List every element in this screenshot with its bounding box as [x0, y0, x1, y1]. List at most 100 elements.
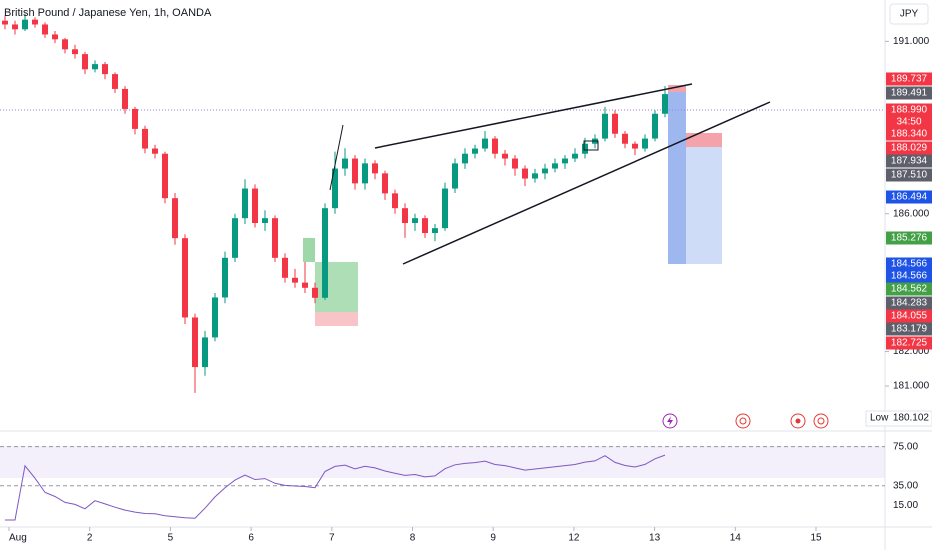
event-icon: [667, 416, 673, 426]
candle-body: [92, 64, 98, 70]
price-badge: [886, 296, 932, 310]
rsi-band: [0, 446, 885, 478]
candle-body: [302, 282, 308, 288]
price-countdown: 34:50: [896, 117, 921, 128]
candle-body: [472, 148, 478, 154]
event-icon[interactable]: [735, 413, 751, 429]
price-badge-label: 188.990: [891, 105, 928, 116]
y-tick-label: 186.000: [893, 208, 930, 219]
low-value: 180.102: [893, 413, 930, 424]
candle-body: [152, 148, 158, 154]
candles: [2, 13, 668, 393]
price-badge-label: 183.179: [891, 324, 928, 335]
candle-body: [342, 158, 348, 169]
long-target-zone: [315, 262, 358, 312]
price-badge-label: 187.510: [891, 170, 928, 181]
candle-body: [182, 238, 188, 318]
price-badge: [886, 282, 932, 296]
candle-body: [172, 198, 178, 239]
y-tick-label: 182.000: [893, 346, 930, 357]
candle-body: [512, 158, 518, 169]
candle-body: [312, 287, 318, 298]
price-badge-label: 184.283: [891, 298, 928, 309]
price-badge: [886, 168, 932, 182]
currency: JPY: [900, 9, 919, 20]
candle-body: [22, 19, 28, 30]
candle-body: [42, 24, 48, 35]
price-badge: [886, 103, 932, 130]
candle-body: [552, 163, 558, 169]
candle-body: [12, 24, 18, 30]
x-tick-label: 12: [568, 533, 580, 544]
candle-body: [252, 188, 258, 224]
y-tick-label: 191.000: [893, 36, 930, 47]
short-stop-zone: [668, 85, 686, 92]
price-badge: [886, 231, 932, 245]
candle-body: [32, 19, 38, 25]
candle-body: [262, 218, 268, 224]
chart-title: British Pound / Japanese Yen, 1h, OANDA: [4, 7, 212, 19]
candle-body: [272, 218, 278, 258]
x-tick-label: 8: [410, 533, 416, 544]
rsi-tick-label: 75.00: [893, 441, 918, 452]
x-tick-label: 9: [490, 533, 496, 544]
candle-body: [622, 133, 628, 144]
candle-body: [502, 153, 508, 159]
candle-body: [132, 108, 138, 129]
candle-body: [582, 143, 588, 154]
candle-body: [242, 188, 248, 219]
currency-button[interactable]: [889, 3, 929, 25]
candle-body: [632, 143, 638, 149]
range-box: [583, 140, 599, 151]
price-badge: [886, 257, 932, 271]
price-badge-label: 184.562: [891, 284, 928, 295]
event-icon: [739, 417, 747, 425]
candle-body: [662, 94, 668, 114]
candle-body: [282, 257, 288, 278]
candle-body: [192, 317, 198, 368]
candle-body: [122, 88, 128, 109]
price-badge-label: 184.566: [891, 259, 928, 270]
candle-body: [412, 218, 418, 224]
long-stop-zone: [315, 312, 358, 326]
candle-body: [232, 218, 238, 258]
candle-body: [382, 173, 388, 194]
candle-body: [452, 163, 458, 189]
candle-body: [362, 163, 368, 184]
candle-body: [162, 153, 168, 199]
event-icon: [817, 417, 825, 425]
price-badge: [886, 154, 932, 168]
candle-body: [102, 64, 108, 75]
low-badge: [865, 410, 932, 427]
trend-line: [329, 124, 344, 191]
event-icon[interactable]: [813, 413, 829, 429]
x-tick-label: 2: [87, 533, 93, 544]
candle-body: [222, 257, 228, 298]
candle-body: [332, 168, 338, 209]
candle-body: [352, 158, 358, 184]
candle-body: [422, 218, 428, 233]
candle-body: [612, 113, 618, 134]
price-badge: [886, 72, 932, 86]
candle-body: [62, 39, 68, 50]
x-tick-label: 15: [810, 533, 822, 544]
rsi-tick-label: 35.00: [893, 480, 918, 491]
candle-body: [322, 208, 328, 298]
candle-body: [602, 113, 608, 139]
candle-body: [112, 74, 118, 89]
overlay: 191.000 186.000 182.000 181.000 Aug 2 5 6 7 8 9 12 1…: [0, 36, 932, 544]
x-tick-label: 6: [248, 533, 254, 544]
candle-body: [492, 138, 498, 154]
x-tick-label: 14: [730, 533, 742, 544]
rsi-tick-label: 15.00: [893, 500, 918, 511]
price-badge: [886, 322, 932, 336]
price-badge-label: 188.340: [891, 129, 928, 140]
price-badge: [886, 190, 932, 204]
price-badge-label: 184.055: [891, 311, 928, 322]
price-badge: [886, 86, 932, 100]
price-badge-label: 185.276: [891, 233, 928, 244]
price-badge-label: 189.737: [891, 74, 928, 85]
price-badge: [886, 336, 932, 350]
candle-body: [142, 128, 148, 149]
